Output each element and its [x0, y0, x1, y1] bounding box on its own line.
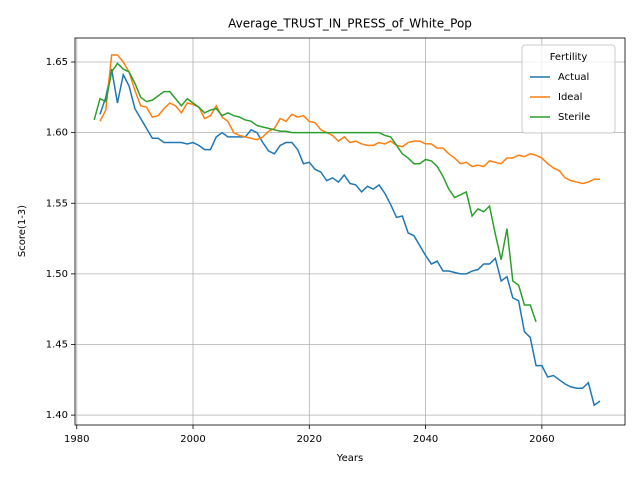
x-tick-label: 2040 — [413, 434, 438, 445]
chart-title: Average_TRUST_IN_PRESS_of_White_Pop — [228, 17, 472, 31]
y-tick-label: 1.50 — [46, 269, 68, 280]
y-tick-label: 1.60 — [46, 128, 68, 139]
legend-label: Ideal — [558, 92, 582, 103]
x-axis-label: Years — [336, 453, 363, 464]
legend-label: Sterile — [558, 112, 590, 123]
legend-box — [521, 44, 616, 134]
y-tick-label: 1.40 — [46, 410, 68, 421]
y-tick-label: 1.65 — [46, 57, 68, 68]
plot-frame — [74, 37, 626, 426]
x-tick-label: 1980 — [64, 434, 89, 445]
x-tick-label: 2020 — [297, 434, 322, 445]
line-series — [99, 68, 601, 407]
y-tick-label: 1.45 — [46, 339, 68, 350]
line-series — [99, 54, 600, 185]
y-axis-label: Score(1-3) — [17, 205, 28, 257]
x-tick-label: 2000 — [180, 434, 205, 445]
x-tick-label: 2060 — [529, 434, 554, 445]
line-series — [93, 62, 537, 323]
y-tick-label: 1.55 — [46, 198, 68, 209]
legend-label: Actual — [558, 72, 589, 83]
legend-title: Fertility — [550, 52, 588, 63]
